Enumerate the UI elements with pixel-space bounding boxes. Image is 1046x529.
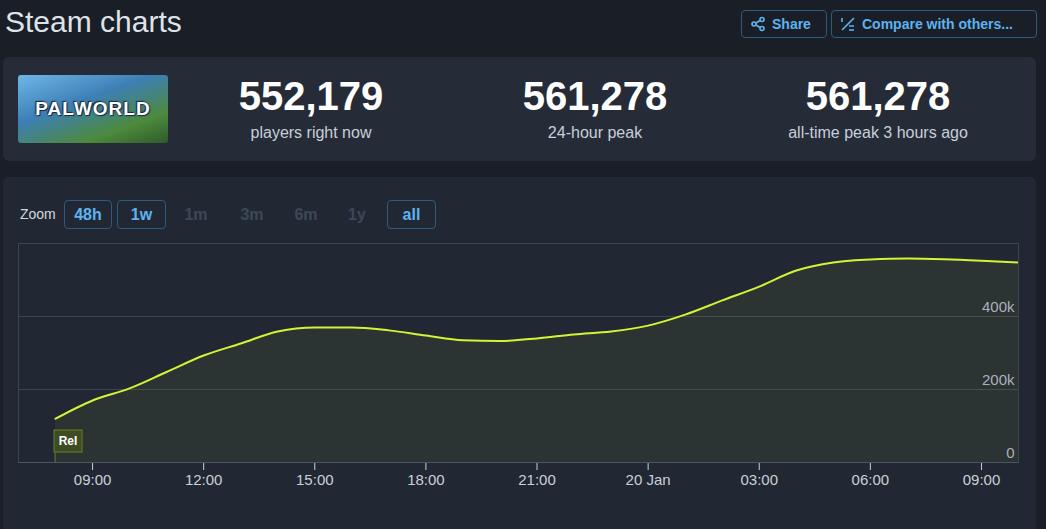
html-text:552,179: 552,179	[238, 74, 384, 118]
html-text:all-time peak 3 hours ago: all-time peak 3 hours ago	[788, 124, 968, 141]
svg-text:0: 0	[1006, 444, 1014, 461]
svg-text:18:00: 18:00	[407, 471, 445, 488]
html-text:561,278: 561,278	[522, 74, 668, 118]
html-text:6m: 6m	[294, 205, 318, 223]
html-text:Steam charts: Steam charts	[5, 5, 182, 38]
svg-text:09:00: 09:00	[74, 471, 112, 488]
html-text:1m: 1m	[184, 205, 208, 223]
svg-text:06:00: 06:00	[852, 471, 890, 488]
html-text:PALWORLD: PALWORLD	[35, 98, 151, 119]
svg-text:12:00: 12:00	[185, 471, 223, 488]
html-text:3m: 3m	[240, 205, 264, 223]
svg-text:21:00: 21:00	[518, 471, 556, 488]
html-text:Compare with others...: Compare with others...	[862, 16, 1013, 32]
svg-text:400k: 400k	[982, 298, 1015, 315]
html-text:48h: 48h	[74, 205, 102, 223]
svg-text:09:00: 09:00	[963, 471, 1001, 488]
html-text:all: all	[402, 205, 421, 223]
html-text:561,278: 561,278	[805, 74, 951, 118]
html-text:1y: 1y	[348, 205, 366, 223]
html-text:Share: Share	[772, 16, 811, 32]
svg-text:03:00: 03:00	[740, 471, 778, 488]
html-text:players right now: players right now	[250, 124, 372, 141]
html-text:Zoom: Zoom	[20, 206, 56, 222]
svg-text:200k: 200k	[982, 371, 1015, 388]
html-text:1w: 1w	[130, 205, 153, 223]
svg-text:20 Jan: 20 Jan	[626, 471, 671, 488]
svg-text:15:00: 15:00	[296, 471, 334, 488]
html-text:24-hour peak: 24-hour peak	[547, 124, 643, 141]
svg-text:Rel: Rel	[59, 434, 78, 448]
